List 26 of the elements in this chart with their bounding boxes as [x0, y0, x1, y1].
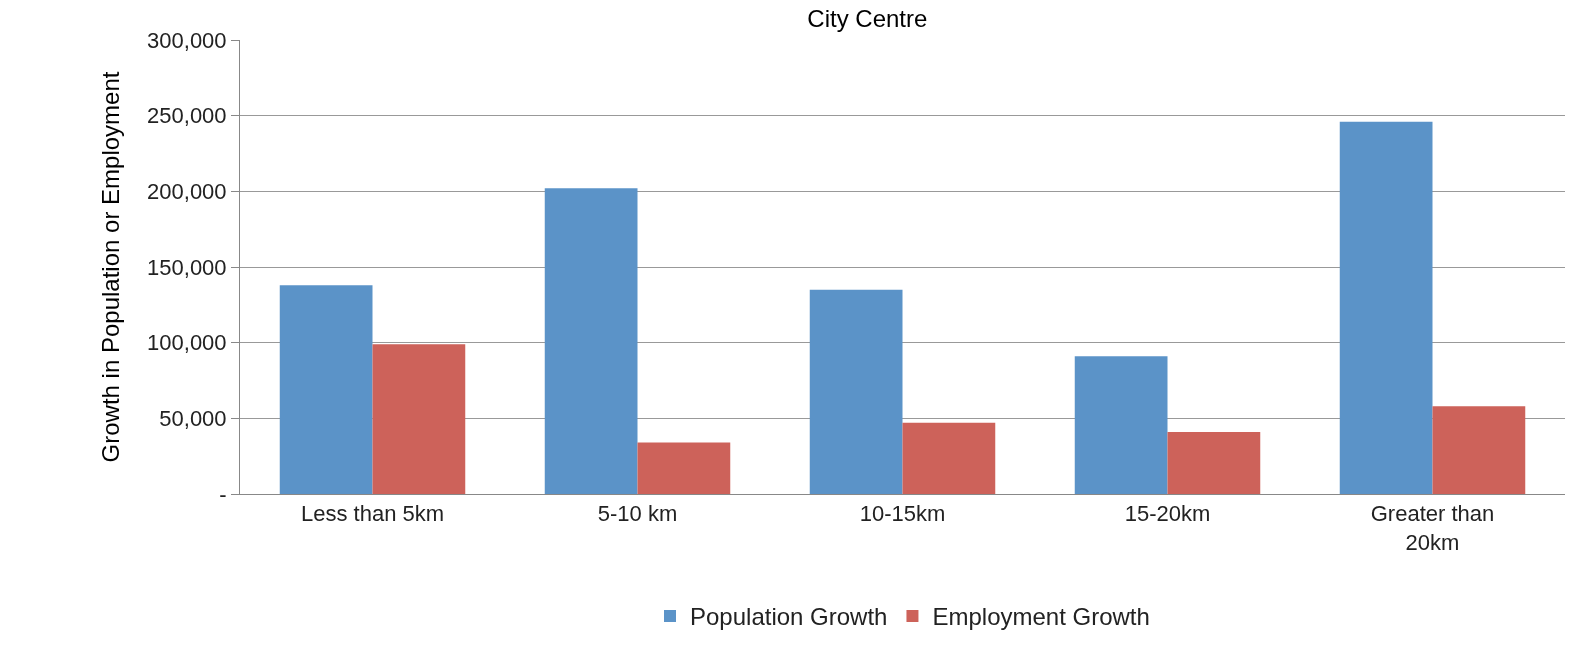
bar [1074, 356, 1168, 494]
y-tick-label: 200,000 [147, 179, 227, 205]
legend-label: Employment Growth [932, 603, 1150, 631]
y-tick-label: 150,000 [147, 254, 227, 280]
y-tick-label: 250,000 [147, 103, 227, 129]
x-tick-label: 5-10 km [597, 501, 678, 527]
chart-title: City Centre [807, 4, 928, 32]
x-tick-label: 15-20km [1124, 501, 1211, 527]
x-tick-label: 10-15km [859, 501, 946, 527]
bar [902, 422, 996, 494]
y-tick-label: 100,000 [147, 330, 227, 356]
bar [372, 344, 466, 494]
y-tick-label: 300,000 [147, 27, 227, 53]
bar [544, 188, 638, 494]
bar [809, 289, 903, 494]
y-tick-label: - [219, 481, 227, 507]
legend-label: Population Growth [690, 603, 888, 631]
bar [637, 442, 731, 494]
x-tick-label: Less than 5km [300, 501, 445, 527]
y-axis-title: Growth in Population or Employment [97, 71, 125, 463]
x-tick-label: Greater than 20km [1370, 501, 1495, 555]
bar [1167, 431, 1261, 494]
bar [279, 285, 373, 494]
bar [1432, 406, 1526, 494]
y-tick-label: 50,000 [159, 406, 227, 432]
bar [1339, 121, 1433, 494]
